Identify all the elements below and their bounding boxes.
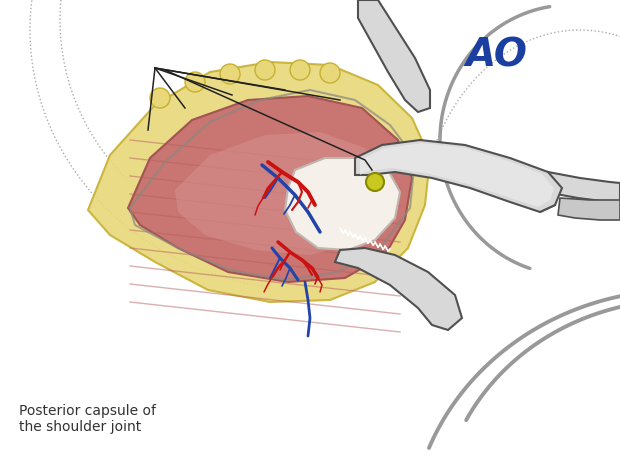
Text: Posterior capsule of
the shoulder joint: Posterior capsule of the shoulder joint [19,404,156,434]
Polygon shape [335,248,462,330]
Circle shape [320,63,340,83]
Polygon shape [128,96,412,282]
Polygon shape [285,158,400,250]
Circle shape [366,173,384,191]
Circle shape [220,64,240,84]
Circle shape [185,72,205,92]
Circle shape [255,60,275,80]
Text: AO: AO [465,36,527,74]
Polygon shape [558,198,620,220]
Polygon shape [360,143,554,207]
Polygon shape [355,140,562,212]
Polygon shape [358,0,430,112]
Polygon shape [88,62,430,302]
Polygon shape [175,132,390,255]
Circle shape [290,60,310,80]
Polygon shape [540,172,620,212]
Circle shape [150,88,170,108]
